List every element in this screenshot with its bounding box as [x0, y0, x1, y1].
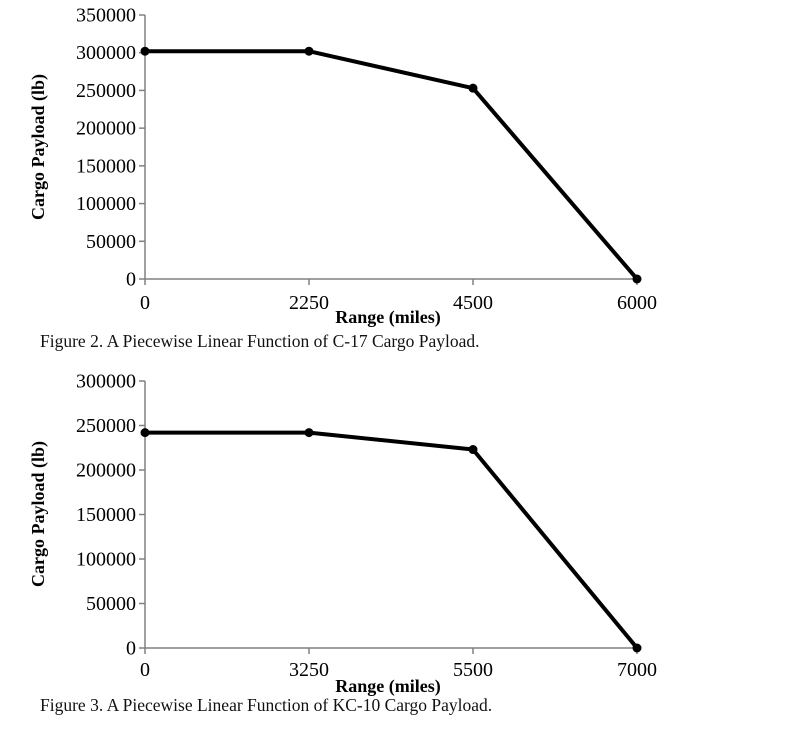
kc10-payload-line-chart: 0 50000 100000 150000 200000 250000 300000 0 325…	[28, 371, 657, 698]
y-tick-label: 150000	[76, 155, 136, 177]
y-tick-label: 300000	[76, 371, 136, 393]
x-tick-label: 4500	[453, 292, 493, 314]
data-point-marker	[304, 428, 314, 438]
y-tick-label: 0	[126, 638, 136, 660]
axes-lines	[144, 15, 640, 280]
data-point-marker	[632, 643, 642, 653]
y-tick-label: 250000	[76, 80, 136, 102]
y-tick-label: 250000	[76, 415, 136, 437]
y-axis-title: Cargo Payload (lb)	[28, 441, 49, 587]
y-tick-label: 150000	[76, 504, 136, 526]
y-tick-label: 200000	[76, 118, 136, 140]
y-tick-label: 100000	[76, 549, 136, 571]
data-point-marker	[632, 274, 642, 284]
y-tick-label: 350000	[76, 5, 136, 27]
x-tick-label: 2250	[289, 292, 329, 314]
figure-2-caption: Figure 2. A Piecewise Linear Function of…	[40, 331, 480, 351]
series-line	[143, 430, 639, 650]
x-axis-title: Range (miles)	[335, 307, 440, 328]
x-tick-label: 5500	[453, 659, 493, 681]
c17-payload-line-chart: 0 50000 100000 150000 200000 250000 300000 3500…	[28, 5, 657, 329]
axes-lines	[144, 381, 640, 649]
data-point-marker	[468, 445, 478, 455]
x-tick-label: 3250	[289, 659, 329, 681]
data-point-marker	[468, 83, 478, 93]
data-point-marker	[140, 428, 150, 438]
y-axis-title: Cargo Payload (lb)	[28, 74, 49, 220]
series-line	[143, 49, 639, 281]
y-tick-label: 200000	[76, 460, 136, 482]
figure-3-caption: Figure 3. A Piecewise Linear Function of…	[40, 695, 493, 715]
x-tick-label: 6000	[617, 292, 657, 314]
data-point-marker	[140, 46, 150, 56]
y-tick-label: 50000	[86, 593, 136, 615]
x-tick-label: 0	[140, 659, 150, 681]
y-tick-label: 300000	[76, 42, 136, 64]
y-tick-label: 100000	[76, 193, 136, 215]
x-tick-label: 0	[140, 292, 150, 314]
y-tick-label: 50000	[86, 231, 136, 253]
x-tick-label: 7000	[617, 659, 657, 681]
x-axis-title: Range (miles)	[335, 676, 440, 697]
data-point-marker	[304, 46, 314, 56]
y-tick-label: 0	[126, 269, 136, 291]
